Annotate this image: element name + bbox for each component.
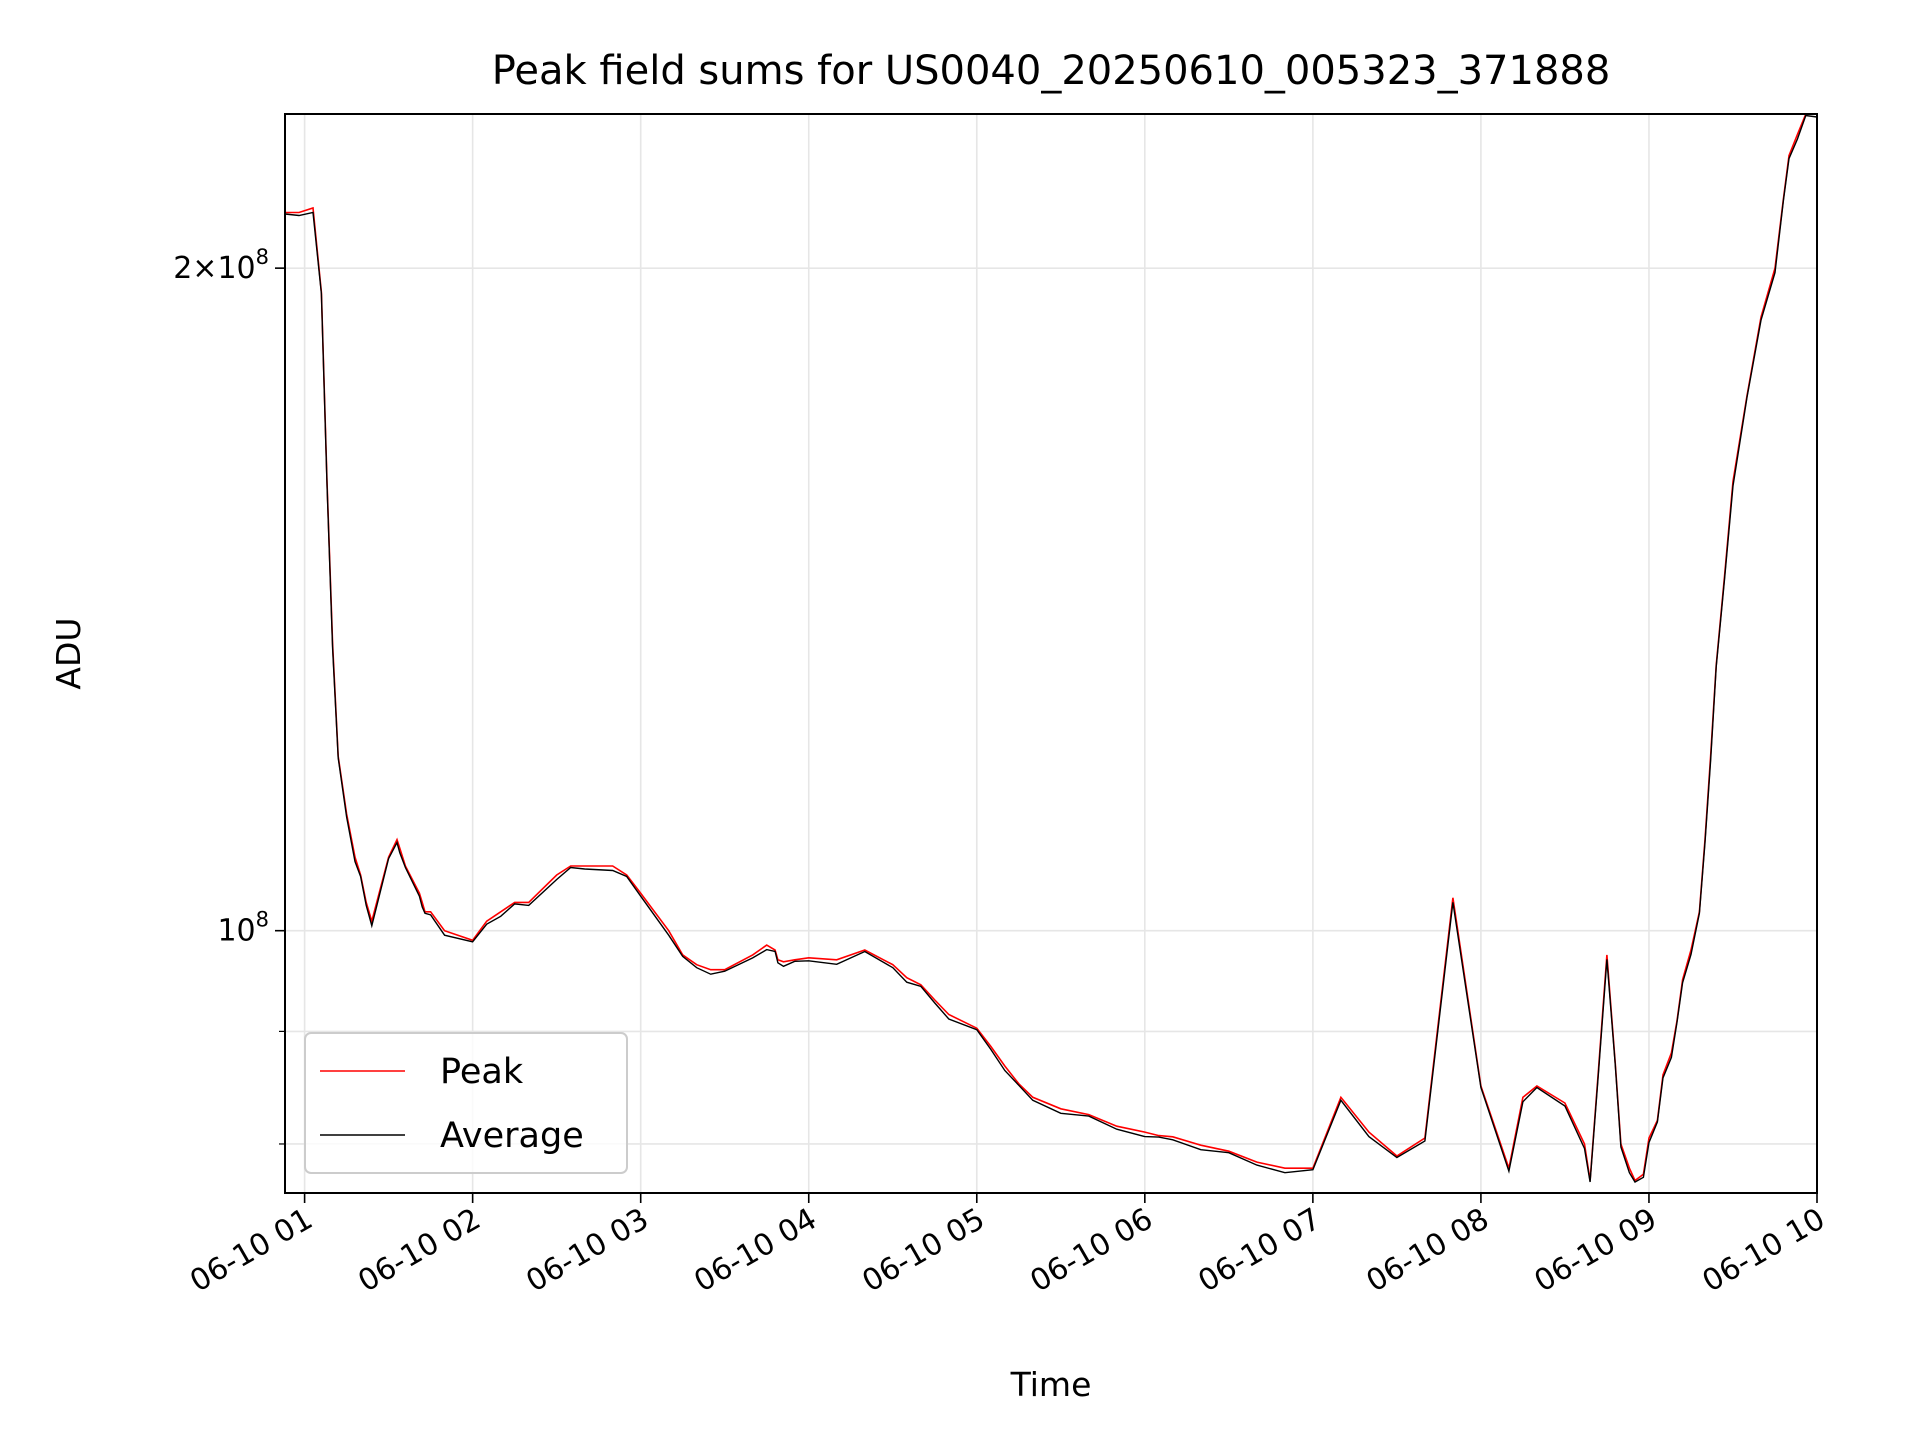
legend: Peak Average xyxy=(305,1033,627,1173)
x-axis-title: Time xyxy=(1010,1365,1092,1404)
y-axis-title: ADU xyxy=(49,617,88,689)
y-tick-label: 2×108 xyxy=(173,245,269,286)
legend-label-average: Average xyxy=(440,1116,584,1156)
legend-label-peak: Peak xyxy=(440,1052,524,1092)
chart-title: Peak field sums for US0040_20250610_0053… xyxy=(492,48,1611,94)
